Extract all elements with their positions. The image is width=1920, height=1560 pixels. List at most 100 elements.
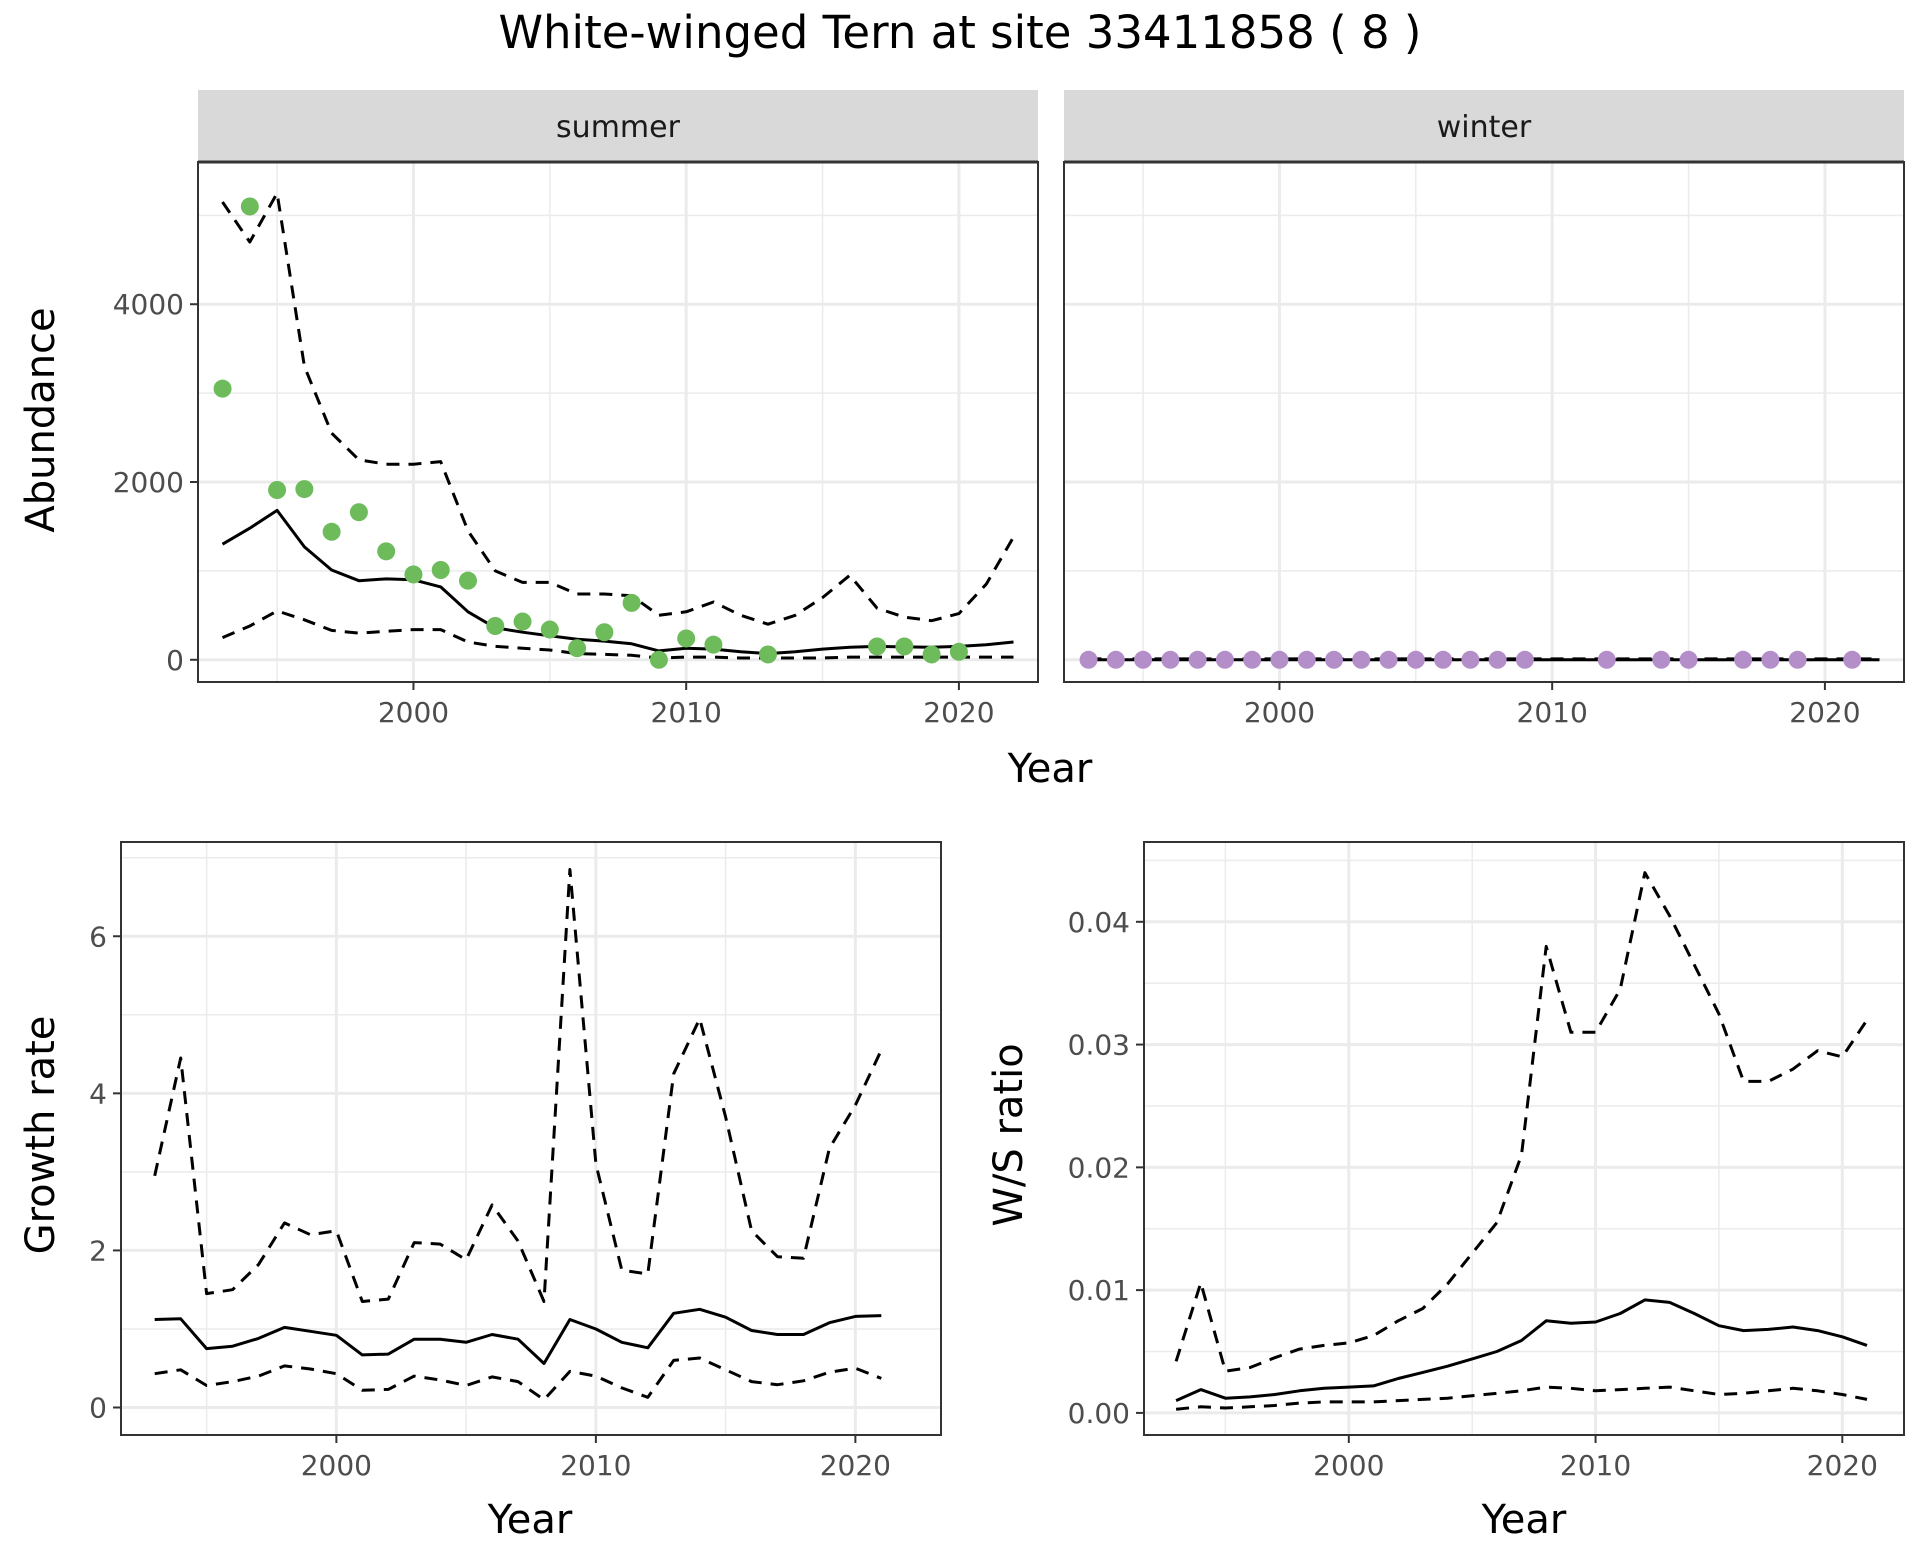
growth-rate-panel: 2000 2010 2020 0 2 4 6 <box>89 841 942 1482</box>
summer-observed-point <box>513 612 532 631</box>
summer-observed-point <box>540 620 559 639</box>
winter-observed-point <box>1215 650 1234 669</box>
ws-y-tick-label: 0.02 <box>1068 1151 1130 1184</box>
ws-x-tick-label: 2010 <box>1560 1449 1631 1482</box>
summer-observed-point <box>895 637 914 656</box>
winter-abundance-panel: 2000 2010 2020 <box>1063 161 1905 729</box>
growth-x-axis-title: Year <box>487 1497 573 1543</box>
ws-y-tick-label: 0.01 <box>1068 1274 1130 1307</box>
growth-plot-area <box>121 842 941 1435</box>
summer-y-tick-label: 2000 <box>113 466 184 499</box>
winter-observed-point <box>1352 650 1371 669</box>
summer-y-tick-label: 4000 <box>113 288 184 321</box>
growth-x-tick-label: 2010 <box>560 1449 631 1482</box>
winter-observed-point <box>1788 650 1807 669</box>
winter-observed-point <box>1270 650 1289 669</box>
summer-observed-point <box>949 642 968 661</box>
summer-observed-point <box>240 197 259 216</box>
summer-observed-point <box>486 617 505 635</box>
winter-observed-point <box>1134 650 1153 669</box>
ws-ratio-panel: 2000 2010 2020 0.00 0.01 0.02 0.03 0.04 <box>1068 841 1905 1482</box>
growth-x-tick-label: 2020 <box>820 1449 891 1482</box>
ws-x-tick-label: 2020 <box>1807 1449 1878 1482</box>
summer-y-tick-label: 0 <box>166 644 184 677</box>
winter-x-tick-label: 2010 <box>1517 696 1588 729</box>
ws-x-axis-title: Year <box>1481 1497 1567 1543</box>
growth-mean-line <box>154 1307 882 1365</box>
growth-x-tick-label: 2000 <box>301 1449 372 1482</box>
growth-y-tick-label: 0 <box>89 1392 107 1425</box>
ws-plot-area <box>1144 842 1904 1435</box>
chart-title: White-winged Tern at site 33411858 ( 8 ) <box>499 6 1422 59</box>
winter-strip-label: winter <box>1437 110 1532 145</box>
winter-observed-point <box>1188 650 1207 669</box>
summer-x-tick-label: 2010 <box>651 696 722 729</box>
winter-observed-point <box>1679 650 1698 669</box>
winter-observed-point <box>1761 650 1780 669</box>
ws-mean-line <box>1175 1298 1868 1402</box>
winter-observed-point <box>1734 650 1753 669</box>
winter-observed-point <box>1106 650 1125 669</box>
winter-observed-point <box>1515 650 1534 669</box>
winter-observed-point <box>1379 650 1398 669</box>
summer-observed-point <box>322 522 341 541</box>
ws-y-axis-title: W/S ratio <box>986 1043 1032 1226</box>
top-y-axis-title: Abundance <box>18 307 64 532</box>
winter-plot-area <box>1064 162 1904 682</box>
summer-observed-point <box>349 503 368 522</box>
ws-x-tick-label: 2000 <box>1313 1449 1384 1482</box>
ws-lower-line <box>1175 1385 1868 1411</box>
summer-plot-area <box>198 162 1038 682</box>
summer-abundance-panel: 2000 2010 2020 0 2000 4000 <box>113 161 1039 729</box>
summer-strip-background <box>198 90 1038 162</box>
winter-observed-point <box>1597 650 1616 669</box>
winter-observed-point <box>1406 650 1425 669</box>
summer-observed-point <box>377 542 396 561</box>
winter-strip-background <box>1064 90 1904 162</box>
summer-observed-point <box>459 571 477 590</box>
growth-panel-border <box>120 841 942 1436</box>
winter-observed-point <box>1434 650 1453 669</box>
winter-observed-point <box>1297 650 1316 669</box>
growth-y-tick-label: 2 <box>89 1234 107 1267</box>
ws-upper-line <box>1174 871 1869 1373</box>
winter-observed-point <box>1325 650 1343 669</box>
summer-observed-point <box>595 623 614 642</box>
top-x-axis-title: Year <box>1007 746 1093 792</box>
growth-y-tick-label: 6 <box>89 920 107 953</box>
ws-y-tick-label: 0.03 <box>1068 1029 1130 1062</box>
summer-observed-point <box>677 629 696 648</box>
growth-upper-line <box>153 868 883 1303</box>
winter-observed-point <box>1161 650 1180 669</box>
summer-observed-point <box>268 481 287 499</box>
winter-observed-point <box>1488 650 1507 669</box>
summer-lower-line <box>221 609 1014 660</box>
summer-observed-point <box>213 379 232 398</box>
winter-x-tick-label: 2020 <box>1789 696 1860 729</box>
growth-y-axis-title: Growth rate <box>18 1016 64 1255</box>
summer-observed-point <box>404 565 423 584</box>
winter-x-tick-label: 2000 <box>1244 696 1315 729</box>
summer-strip-label: summer <box>556 110 681 145</box>
winter-observed-point <box>1843 650 1862 669</box>
summer-observed-point <box>759 645 777 664</box>
growth-y-tick-label: 4 <box>89 1077 107 1110</box>
summer-observed-point <box>431 561 450 579</box>
ws-y-tick-label: 0.04 <box>1068 906 1130 939</box>
summer-observed-point <box>922 645 941 664</box>
ws-y-tick-label: 0.00 <box>1068 1397 1130 1430</box>
summer-observed-point <box>295 480 314 499</box>
summer-observed-point <box>704 635 723 654</box>
winter-observed-point <box>1461 650 1480 669</box>
winter-observed-point <box>1079 650 1098 669</box>
summer-observed-point <box>568 639 587 658</box>
winter-observed-point <box>1652 650 1671 669</box>
ws-panel-border <box>1143 841 1905 1436</box>
winter-observed-point <box>1243 650 1262 669</box>
summer-observed-point <box>622 593 641 612</box>
summer-observed-point <box>868 637 887 656</box>
summer-upper-line <box>221 191 1015 626</box>
summer-observed-point <box>649 650 668 669</box>
summer-x-tick-label: 2000 <box>378 696 449 729</box>
